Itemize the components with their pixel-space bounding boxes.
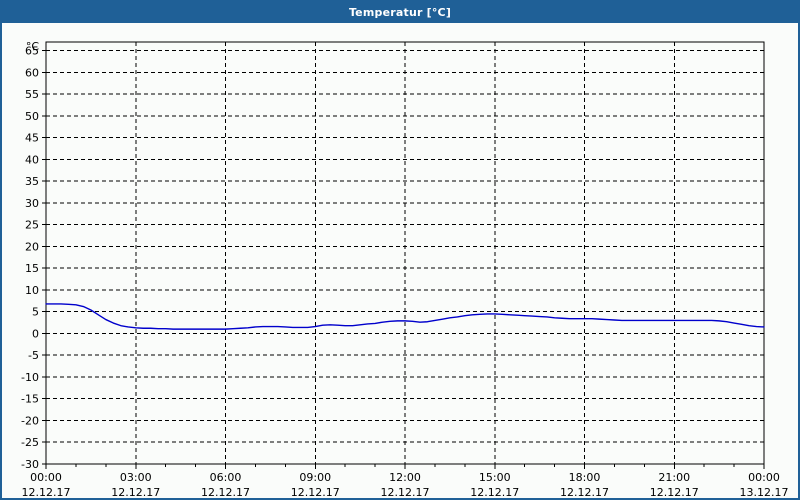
svg-text:0: 0 xyxy=(32,327,39,340)
x-axis-ticks xyxy=(45,464,765,469)
y-axis-unit-label: °C xyxy=(26,40,40,53)
svg-text:09:00: 09:00 xyxy=(299,471,331,484)
svg-text:-5: -5 xyxy=(28,349,39,362)
svg-text:13.12.17: 13.12.17 xyxy=(740,486,789,498)
svg-text:12.12.17: 12.12.17 xyxy=(291,486,340,498)
temperature-series-line xyxy=(45,303,765,330)
svg-text:15: 15 xyxy=(25,262,39,275)
svg-text:-10: -10 xyxy=(21,371,39,384)
svg-text:10: 10 xyxy=(25,284,39,297)
svg-text:06:00: 06:00 xyxy=(210,471,242,484)
svg-text:60: 60 xyxy=(25,66,39,79)
svg-text:-30: -30 xyxy=(21,458,39,471)
svg-text:12.12.17: 12.12.17 xyxy=(22,486,71,498)
svg-text:45: 45 xyxy=(25,132,39,145)
svg-text:5: 5 xyxy=(32,306,39,319)
window-title-bar: Temperatur [°C] xyxy=(2,2,798,23)
svg-text:15:00: 15:00 xyxy=(479,471,511,484)
svg-text:-20: -20 xyxy=(21,414,39,427)
svg-text:12:00: 12:00 xyxy=(389,471,421,484)
window-title: Temperatur [°C] xyxy=(348,6,452,19)
svg-text:18:00: 18:00 xyxy=(569,471,601,484)
svg-text:30: 30 xyxy=(25,197,39,210)
svg-text:12.12.17: 12.12.17 xyxy=(650,486,699,498)
x-axis-labels: 00:00 12.12.17 03:00 12.12.17 06:00 12.12.17 0… xyxy=(22,471,789,498)
svg-text:-25: -25 xyxy=(21,436,39,449)
svg-text:65: 65 xyxy=(25,45,39,58)
svg-text:25: 25 xyxy=(25,219,39,232)
svg-text:55: 55 xyxy=(25,88,39,101)
svg-text:12.12.17: 12.12.17 xyxy=(201,486,250,498)
svg-text:35: 35 xyxy=(25,175,39,188)
svg-text:03:00: 03:00 xyxy=(120,471,152,484)
svg-text:12.12.17: 12.12.17 xyxy=(381,486,430,498)
y-axis-labels: -30 -25 -20 -15 -10 -5 0 5 10 15 20 25 30 35 40 45 50 55 6… xyxy=(21,45,39,471)
x-gridlines xyxy=(135,42,675,464)
plot-container: -30 -25 -20 -15 -10 -5 0 5 10 15 20 25 30 35 40 45 50 55 6… xyxy=(2,23,798,498)
svg-text:12.12.17: 12.12.17 xyxy=(560,486,609,498)
svg-text:12.12.17: 12.12.17 xyxy=(470,486,519,498)
svg-text:20: 20 xyxy=(25,240,39,253)
chart-svg: -30 -25 -20 -15 -10 -5 0 5 10 15 20 25 30 35 40 45 50 55 6… xyxy=(21,40,789,498)
svg-text:21:00: 21:00 xyxy=(658,471,690,484)
svg-text:40: 40 xyxy=(25,153,39,166)
svg-text:00:00: 00:00 xyxy=(748,471,780,484)
svg-text:00:00: 00:00 xyxy=(30,471,62,484)
svg-text:-15: -15 xyxy=(21,393,39,406)
svg-text:°C: °C xyxy=(26,40,40,53)
svg-text:50: 50 xyxy=(25,110,39,123)
svg-text:12.12.17: 12.12.17 xyxy=(111,486,160,498)
y-axis-ticks xyxy=(42,50,46,465)
